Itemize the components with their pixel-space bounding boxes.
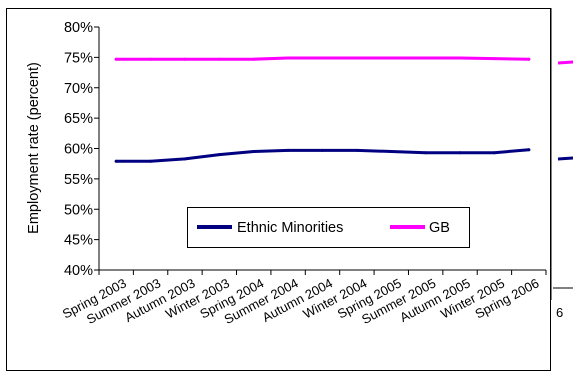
data-point-gb [389,56,393,60]
y-tick-label: 55% [64,172,93,188]
clipped-neighbor-chart: 6 [550,8,573,320]
data-point-gb [149,57,153,61]
y-axis-title: Employment rate (percent) [26,62,42,234]
data-point-gb [286,56,290,60]
data-point-ethnic-minorities [183,157,187,161]
series-lines [114,56,531,163]
data-point-ethnic-minorities [286,148,290,152]
y-tick-label: 60% [64,142,93,158]
data-point-ethnic-minorities [527,148,531,152]
legend: Ethnic Minorities GB [187,207,470,248]
data-point-gb [458,56,462,60]
neighbor-tick-label: 6 [556,305,563,320]
y-tick-label: 70% [64,81,93,97]
data-point-ethnic-minorities [389,150,393,154]
data-point-ethnic-minorities [321,148,324,152]
data-point-ethnic-minorities [114,159,118,163]
neighbor-gb-line [557,60,573,65]
data-point-gb [492,57,496,61]
y-axis-ticks: 40% 45% 50% 55% 60% 65% 70% 75% 80% [64,20,99,279]
neighbor-em-line [557,156,573,161]
data-point-gb [114,57,118,61]
data-point-ethnic-minorities [424,151,428,155]
y-tick-label: 45% [64,233,93,249]
data-point-ethnic-minorities [149,159,153,163]
legend-label-gb: GB [429,220,450,236]
data-point-gb [355,56,359,60]
chart-frame [6,8,551,371]
y-tick-label: 50% [64,202,93,218]
data-point-gb [183,57,187,61]
y-tick-label: 40% [64,263,93,279]
data-point-gb [527,57,531,61]
data-point-ethnic-minorities [458,151,462,155]
y-tick-label: 80% [64,20,93,36]
data-point-gb [424,56,428,60]
data-point-ethnic-minorities [252,150,256,154]
legend-label-ethnic-minorities: Ethnic Minorities [237,220,343,236]
data-point-gb [252,57,256,61]
y-tick-label: 75% [64,50,93,66]
y-tick-label: 65% [64,111,93,127]
data-point-gb [321,56,324,60]
data-point-gb [217,57,221,61]
data-point-ethnic-minorities [217,153,221,157]
data-point-ethnic-minorities [355,148,359,152]
data-point-ethnic-minorities [492,151,496,155]
